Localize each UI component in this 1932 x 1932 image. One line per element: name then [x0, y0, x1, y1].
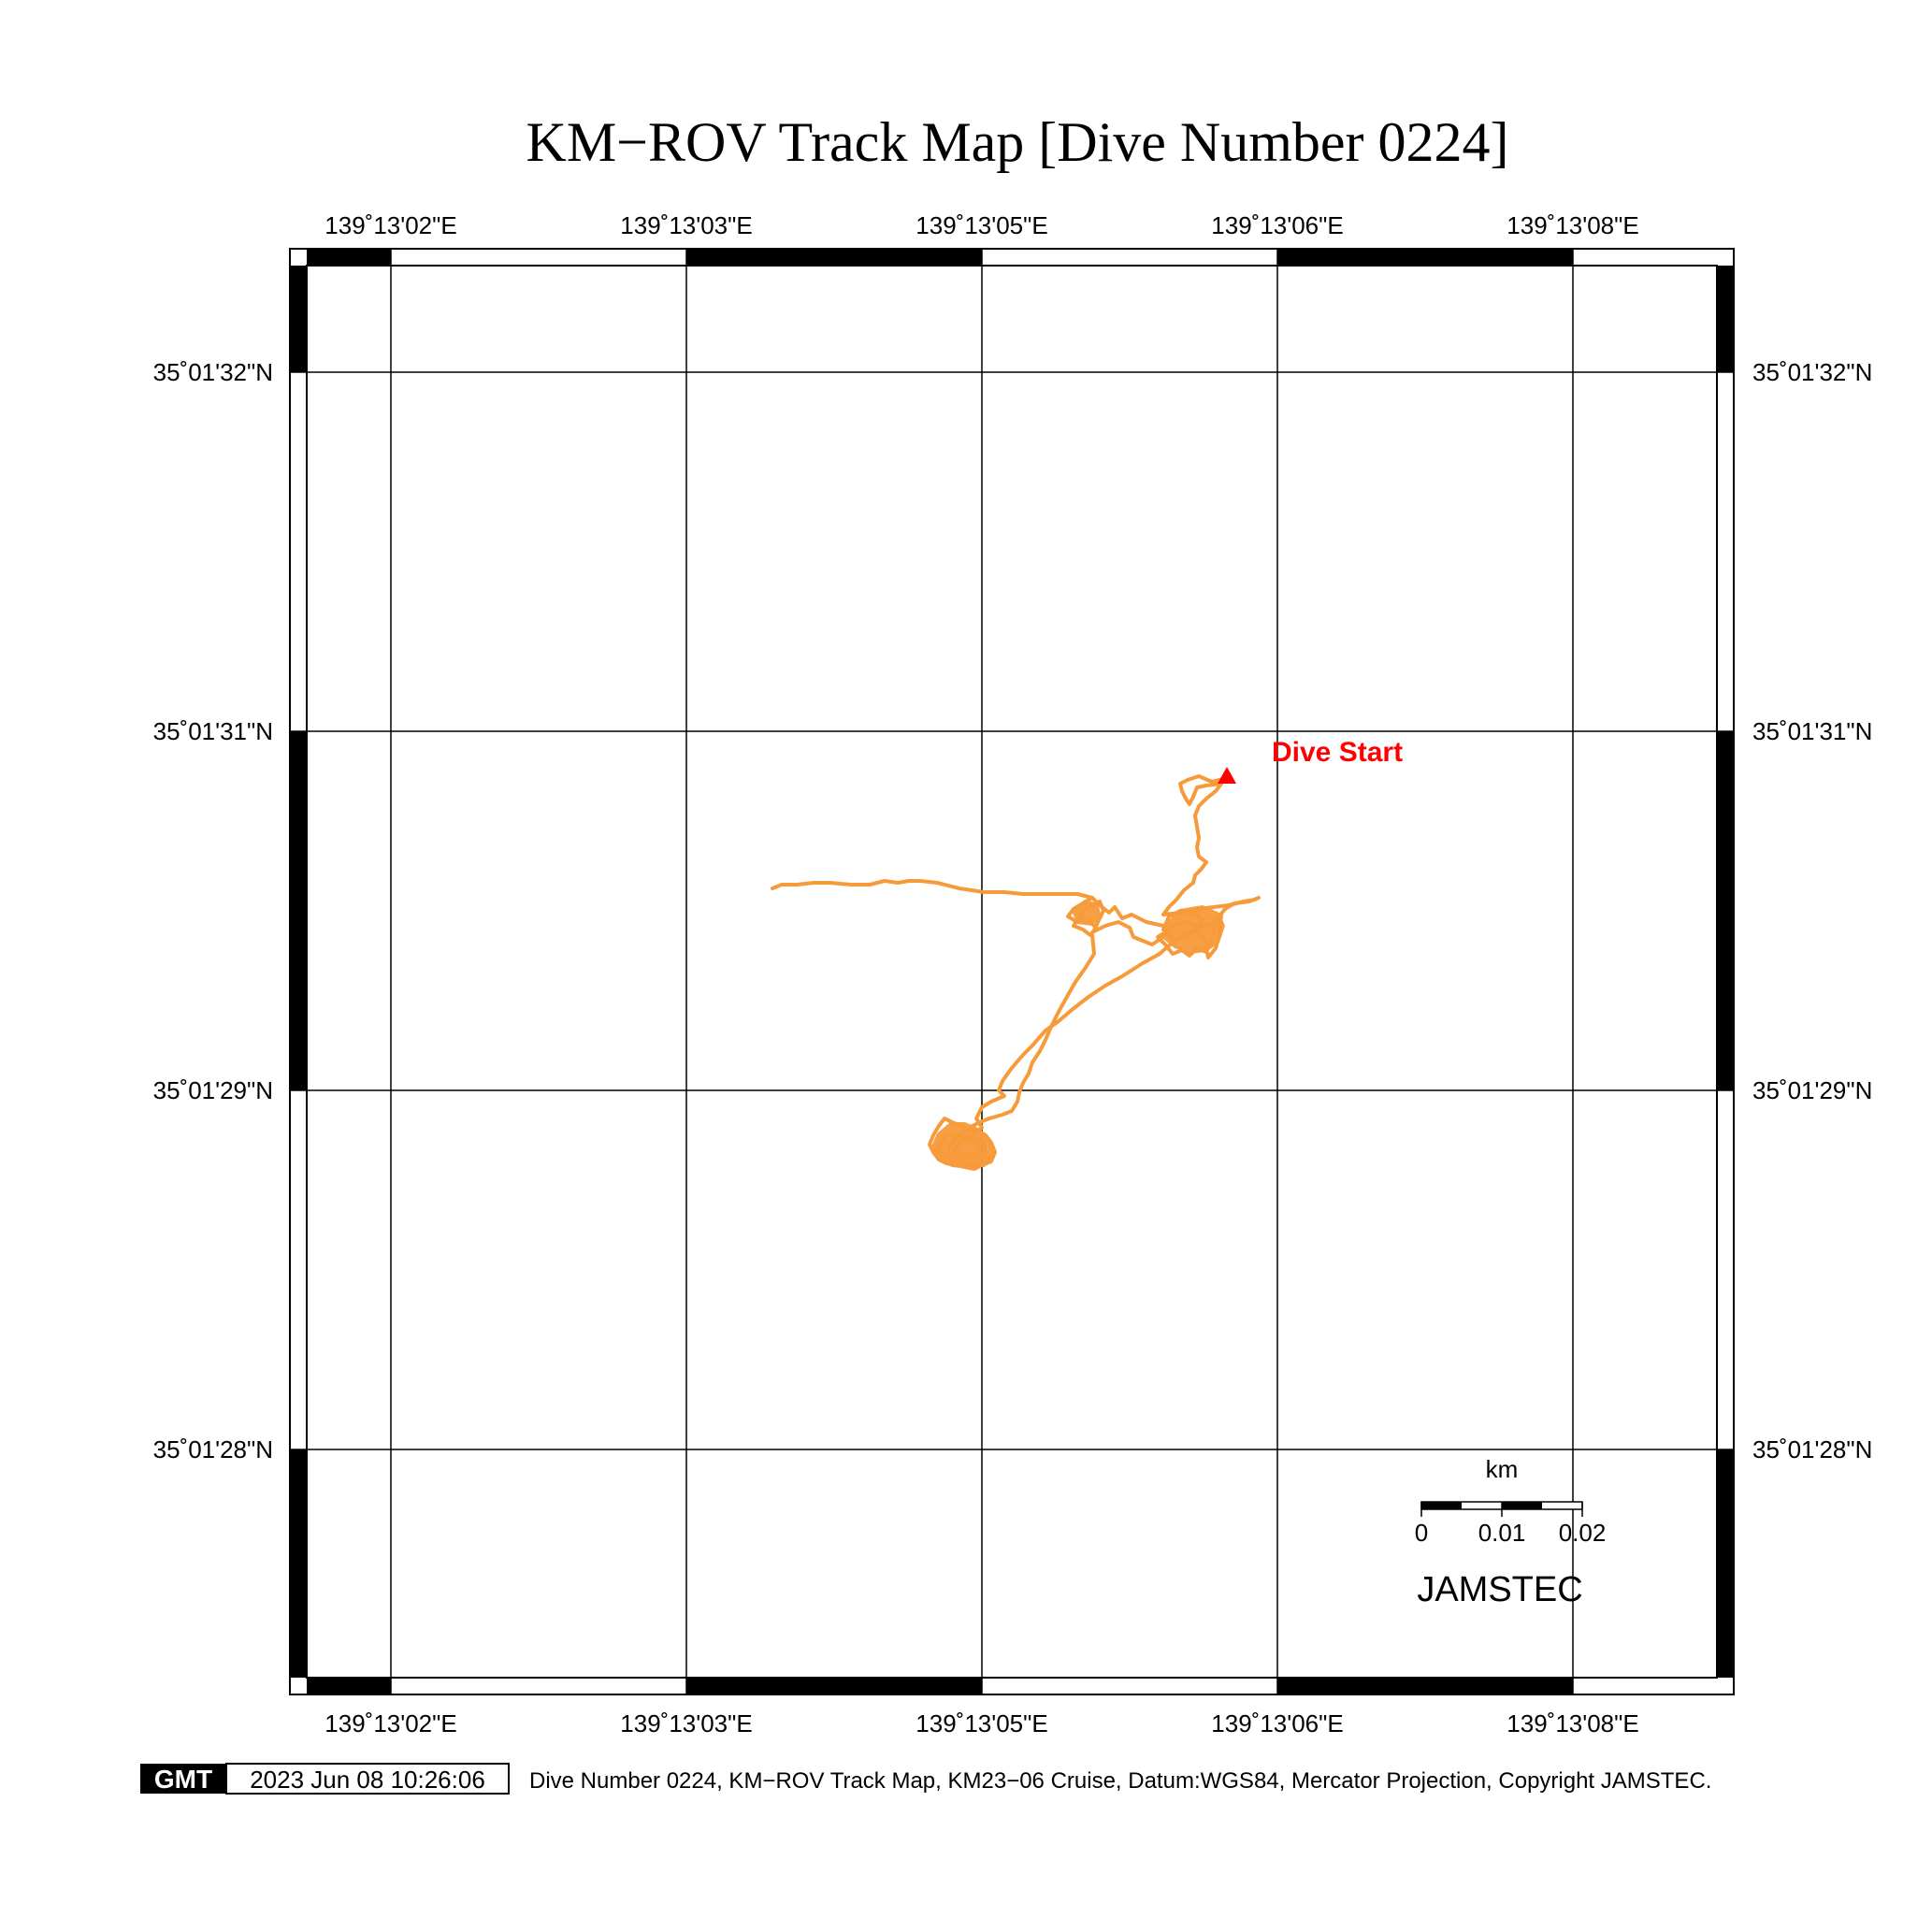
brand-label: JAMSTEC	[1417, 1570, 1582, 1609]
scale-bar: km 0 0.01 0.02	[1415, 1455, 1607, 1547]
lon-label-top: 139˚13'05"E	[916, 211, 1047, 239]
lon-label-top: 139˚13'03"E	[620, 211, 752, 239]
lat-label-right: 35˚01'31"N	[1752, 717, 1872, 745]
lat-label-left: 35˚01'31"N	[153, 717, 273, 745]
west-site-dense	[931, 1122, 995, 1169]
lon-label-bottom: 139˚13'06"E	[1211, 1709, 1343, 1737]
lat-label-left: 35˚01'32"N	[153, 358, 273, 386]
gmt-logo-text: GMT	[154, 1765, 212, 1794]
track-dense-areas	[931, 900, 1225, 1169]
map-frame	[289, 248, 1735, 1695]
lon-label-bottom: 139˚13'08"E	[1507, 1709, 1638, 1737]
lon-labels-top: 139˚13'02"E 139˚13'03"E 139˚13'05"E 139˚…	[324, 211, 1638, 239]
track-descent	[1178, 774, 1229, 885]
lat-labels-left: 35˚01'32"N 35˚01'31"N 35˚01'29"N 35˚01'2…	[153, 358, 273, 1463]
lat-label-left: 35˚01'28"N	[153, 1435, 273, 1463]
lat-label-left: 35˚01'29"N	[153, 1076, 273, 1104]
lat-label-right: 35˚01'29"N	[1752, 1076, 1872, 1104]
east-site-dense	[1163, 905, 1225, 954]
lon-label-top: 139˚13'08"E	[1507, 211, 1638, 239]
timestamp-box	[225, 1763, 510, 1795]
lon-label-top: 139˚13'02"E	[324, 211, 456, 239]
dive-start-label: Dive Start	[1272, 737, 1403, 768]
lat-labels-right: 35˚01'32"N 35˚01'31"N 35˚01'29"N 35˚01'2…	[1752, 358, 1872, 1463]
lat-label-right: 35˚01'32"N	[1752, 358, 1872, 386]
scale-unit: km	[1486, 1455, 1519, 1483]
footer-caption: Dive Number 0224, KM−ROV Track Map, KM23…	[529, 1768, 1711, 1794]
scale-label: 0.02	[1559, 1519, 1607, 1547]
rov-track	[771, 774, 1261, 1171]
map-title: KM−ROV Track Map [Dive Number 0224]	[526, 111, 1509, 173]
mid-cluster-dense	[1072, 900, 1102, 926]
gmt-logo	[140, 1764, 226, 1794]
footer: GMT 2023 Jun 08 10:26:06 Dive Number 022…	[140, 1763, 1711, 1795]
dive-start-marker	[1218, 767, 1236, 784]
footer-timestamp: 2023 Jun 08 10:26:06	[250, 1766, 485, 1794]
track-southwest-b	[961, 939, 1176, 1141]
lat-label-right: 35˚01'28"N	[1752, 1435, 1872, 1463]
scale-label: 0	[1415, 1519, 1428, 1547]
lon-label-bottom: 139˚13'03"E	[620, 1709, 752, 1737]
track-mid-cluster	[1066, 896, 1167, 946]
lon-label-bottom: 139˚13'02"E	[324, 1709, 456, 1737]
track-southwest-a	[967, 933, 1096, 1133]
track-west-transect	[771, 879, 1165, 928]
scale-label: 0.01	[1478, 1519, 1526, 1547]
gridlines	[290, 249, 1734, 1694]
lon-label-bottom: 139˚13'05"E	[916, 1709, 1047, 1737]
lon-labels-bottom: 139˚13'02"E 139˚13'03"E 139˚13'05"E 139˚…	[324, 1709, 1638, 1737]
lon-label-top: 139˚13'06"E	[1211, 211, 1343, 239]
